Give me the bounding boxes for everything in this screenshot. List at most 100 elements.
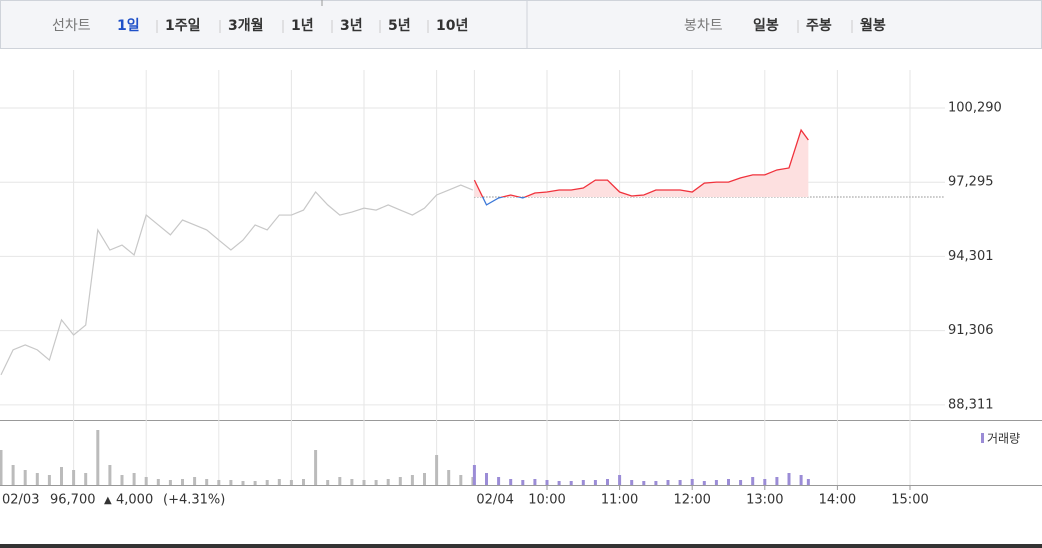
volume-bar bbox=[168, 480, 172, 485]
volume-bar bbox=[751, 477, 755, 485]
volume-bar bbox=[229, 480, 233, 485]
volume-bar bbox=[775, 477, 779, 485]
y-tick-label: 88,311 bbox=[948, 397, 994, 412]
volume-bar bbox=[277, 479, 281, 485]
change-percent: (+4.31%) bbox=[163, 493, 225, 508]
candle-option[interactable]: 일봉 bbox=[753, 18, 779, 34]
bottom-bar bbox=[0, 544, 1042, 548]
period-option[interactable]: 1년 bbox=[291, 18, 314, 34]
volume-bar bbox=[521, 480, 525, 485]
volume-bar bbox=[132, 473, 136, 485]
volume-bar bbox=[23, 470, 27, 485]
x-tick-label: 11:00 bbox=[601, 493, 638, 508]
volume-bar bbox=[702, 481, 706, 485]
change-amount: 4,000 bbox=[116, 493, 153, 508]
volume-bar bbox=[447, 470, 451, 485]
volume-bar bbox=[47, 475, 51, 485]
y-tick-label: 94,301 bbox=[948, 249, 994, 264]
prev-date: 02/03 bbox=[2, 493, 39, 508]
volume-bar bbox=[557, 481, 561, 485]
volume-bar bbox=[593, 480, 597, 485]
volume-bar bbox=[108, 465, 112, 485]
volume-bar bbox=[314, 450, 318, 485]
volume-bar bbox=[533, 479, 537, 485]
volume-bar bbox=[606, 479, 609, 485]
volume-bar bbox=[435, 455, 439, 485]
toolbar bbox=[0, 0, 1042, 49]
volume-bar bbox=[35, 473, 39, 485]
legend-swatch bbox=[981, 433, 984, 443]
x-tick-label: 12:00 bbox=[673, 493, 710, 508]
volume-bar bbox=[193, 477, 197, 485]
period-option[interactable]: 1일 bbox=[117, 18, 140, 34]
volume-bar bbox=[666, 480, 670, 485]
candle-option[interactable]: 주봉 bbox=[806, 18, 832, 34]
line-chart-label: 선차트 bbox=[52, 18, 91, 34]
volume-bar bbox=[120, 475, 124, 485]
price-line-prev bbox=[0, 184, 474, 376]
volume-bar bbox=[799, 475, 803, 485]
period-option[interactable]: 3년 bbox=[340, 18, 363, 34]
x-tick-label: 02/04 bbox=[476, 493, 513, 508]
volume-bar bbox=[205, 479, 209, 485]
volume-bar bbox=[0, 450, 3, 485]
volume-bar bbox=[362, 480, 366, 485]
price-line-up bbox=[473, 128, 809, 197]
period-option[interactable]: 1주일 bbox=[165, 18, 201, 34]
period-option[interactable]: 3개월 bbox=[228, 17, 264, 34]
prev-close: 96,700 bbox=[50, 493, 96, 508]
volume-bar bbox=[410, 475, 414, 485]
y-tick-label: 97,295 bbox=[948, 175, 994, 190]
volume-bar bbox=[509, 479, 513, 485]
volume-bar bbox=[459, 475, 463, 485]
volume-bar bbox=[630, 480, 634, 485]
volume-bar bbox=[714, 480, 718, 485]
period-option[interactable]: 5년 bbox=[388, 18, 411, 34]
volume-bar bbox=[398, 477, 402, 485]
legend-label: 거래량 bbox=[987, 432, 1020, 446]
volume-bar bbox=[253, 481, 257, 485]
volume-bar bbox=[144, 477, 148, 485]
volume-bar bbox=[423, 473, 426, 485]
volume-bar bbox=[642, 481, 646, 485]
volume-bar bbox=[497, 477, 501, 485]
volume-bar bbox=[545, 480, 549, 485]
volume-bar bbox=[485, 473, 488, 485]
price-area bbox=[474, 130, 809, 197]
candle-option[interactable]: 월봉 bbox=[860, 17, 886, 34]
volume-bar bbox=[60, 467, 63, 485]
volume-bar bbox=[84, 473, 88, 485]
volume-bar bbox=[156, 479, 160, 485]
volume-bar bbox=[386, 479, 390, 485]
volume-bar bbox=[739, 480, 743, 485]
volume-bar bbox=[690, 479, 694, 485]
volume-bar bbox=[787, 473, 791, 485]
x-tick-label: 10:00 bbox=[528, 493, 565, 508]
volume-bar bbox=[350, 479, 354, 485]
volume-bar bbox=[472, 465, 476, 485]
volume-bar bbox=[302, 479, 305, 485]
volume-bar bbox=[374, 480, 378, 485]
volume-bar bbox=[72, 470, 76, 485]
volume-bar bbox=[618, 475, 622, 485]
volume-bar bbox=[727, 479, 730, 485]
volume-bar bbox=[96, 430, 100, 485]
volume-bar bbox=[217, 480, 221, 485]
y-tick-label: 100,290 bbox=[948, 101, 1002, 116]
period-option[interactable]: 10년 bbox=[436, 18, 468, 34]
candle-chart-label: 봉차트 bbox=[684, 18, 723, 34]
x-tick-label: 13:00 bbox=[746, 493, 783, 508]
volume-bar bbox=[806, 479, 810, 485]
volume-bar bbox=[569, 481, 573, 485]
volume-bar bbox=[581, 480, 585, 485]
volume-bar bbox=[763, 479, 767, 485]
volume-bar bbox=[678, 480, 682, 485]
x-tick-label: 14:00 bbox=[819, 493, 856, 508]
volume-bar bbox=[289, 480, 293, 485]
volume-bar bbox=[654, 481, 658, 485]
x-tick-label: 15:00 bbox=[891, 493, 928, 508]
change-arrow: ▲ bbox=[104, 495, 112, 506]
volume-bar bbox=[265, 480, 269, 485]
volume-bar bbox=[241, 481, 245, 485]
